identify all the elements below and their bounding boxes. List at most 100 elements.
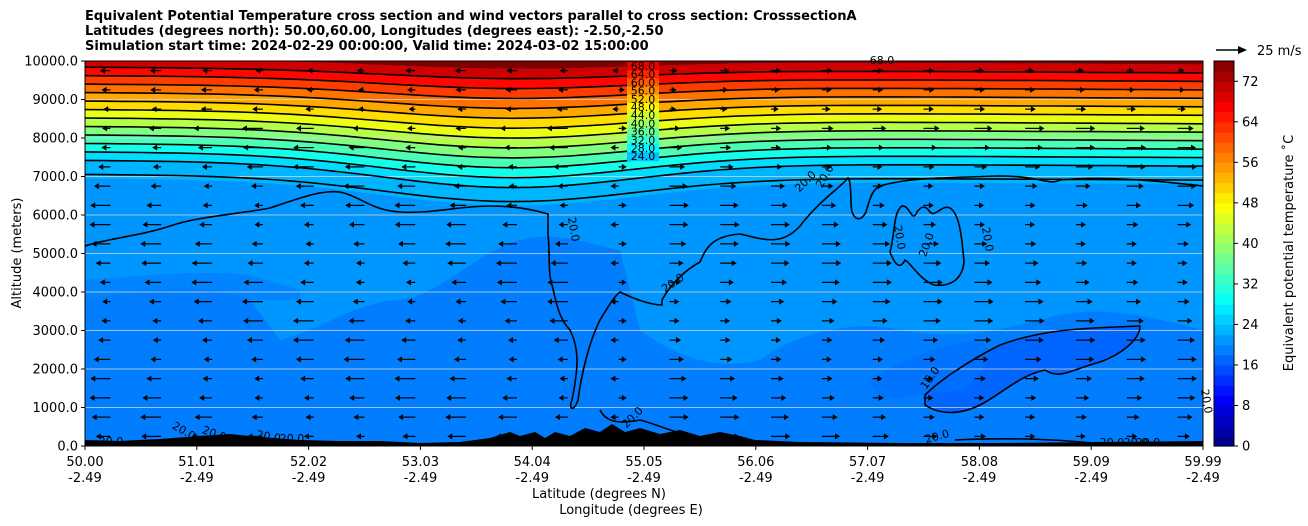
contour-20-right-bottom	[954, 438, 1101, 445]
wind-vector-head	[405, 317, 411, 324]
wind-vector-head	[784, 221, 790, 228]
wind-vector-head	[1187, 317, 1193, 324]
wind-vector-head	[1081, 221, 1087, 228]
wind-vector-head	[979, 183, 985, 190]
wind-vector-head	[394, 375, 400, 382]
wind-vector-head	[1138, 183, 1144, 190]
x-tick-lat: 50.00	[66, 455, 103, 470]
wind-vector-head	[505, 86, 511, 93]
wind-vector-head	[929, 414, 935, 421]
wind-vector-head	[98, 337, 104, 344]
wind-vector-head	[252, 106, 258, 113]
wind-vector-head	[929, 86, 935, 93]
wind-vector-head	[251, 240, 257, 247]
wind-vector-head	[782, 202, 788, 209]
colorbar-segment	[1214, 375, 1234, 386]
contour-label-bg	[627, 86, 659, 96]
wind-vector-head	[102, 125, 108, 132]
wind-vector-head	[934, 125, 940, 132]
wind-vector-head	[1191, 183, 1197, 190]
colorbar-tick-label: 40	[1242, 237, 1259, 252]
wind-vector-head	[152, 337, 158, 344]
wind-vector-head	[559, 67, 565, 74]
wind-vector-head	[1029, 67, 1034, 74]
wind-vector-head	[446, 221, 452, 228]
cold-region-2	[870, 340, 989, 400]
wind-vector-head	[681, 240, 687, 247]
wind-vector-head	[980, 221, 985, 228]
x-tick-lon: -2.49	[515, 471, 549, 486]
wind-vector-head	[829, 394, 835, 401]
wind-vector-head	[930, 356, 936, 363]
y-axis-label: Altitude (meters)	[10, 198, 25, 309]
wind-vector-head	[1038, 298, 1044, 305]
wind-vector-head	[243, 279, 249, 286]
wind-vector-head	[1191, 375, 1197, 382]
wind-vector-head	[826, 356, 832, 363]
contour-label: 20.0	[979, 226, 996, 252]
contour-label-bg	[627, 135, 659, 145]
wind-vector-head	[610, 414, 616, 421]
wind-vector-head	[1191, 356, 1197, 363]
contour-label-bg	[627, 70, 659, 80]
contour-label-bg	[627, 127, 659, 137]
wind-vector-head	[1087, 375, 1092, 382]
y-tick-label: 1000.0	[33, 401, 79, 416]
title-line-3: Simulation start time: 2024-02-29 00:00:…	[85, 39, 649, 54]
wind-vector-head	[1184, 433, 1190, 440]
wind-vector-head	[149, 67, 155, 74]
wind-vector-head	[621, 240, 627, 247]
wind-vector-head	[102, 298, 108, 305]
wind-vector-head	[150, 86, 156, 93]
wind-vector-head	[675, 279, 681, 286]
wind-vector-head	[1133, 279, 1139, 286]
wind-vector-head	[202, 375, 208, 382]
colorbar-tick-label: 24	[1242, 318, 1259, 333]
y-tick-label: 10000.0	[24, 55, 78, 70]
wind-vector-head	[1131, 106, 1136, 113]
wind-vector-head	[677, 144, 683, 151]
wind-vector-head	[496, 260, 501, 267]
wind-vector-head	[293, 144, 299, 151]
wind-vector-head	[986, 337, 992, 344]
wind-vector-head	[683, 414, 689, 421]
wind-vector-head	[502, 394, 508, 401]
wind-vector-head	[621, 356, 627, 363]
x-tick-lat: 51.01	[178, 455, 215, 470]
wind-vector-head	[454, 67, 460, 74]
wind-vector-head	[293, 317, 299, 324]
contour-label: 20.0	[1100, 436, 1125, 449]
colorbar-tick-label: 16	[1242, 358, 1259, 373]
wind-vector-head	[553, 163, 559, 170]
y-tick-label: 2000.0	[33, 363, 79, 378]
contour-label: 20.0	[891, 224, 908, 250]
contour-label: 56.0	[631, 85, 656, 98]
wind-vector-head	[558, 221, 564, 228]
wind-vector-head	[202, 67, 208, 74]
wind-vector-head	[553, 337, 559, 344]
wind-vector-head	[457, 106, 463, 113]
x-tick-lat: 52.02	[290, 455, 327, 470]
wind-vector-head	[300, 202, 306, 209]
wind-vector-head	[1132, 433, 1138, 440]
wind-vector-head	[352, 125, 358, 132]
wind-vector-head	[355, 279, 361, 286]
wind-vector-head	[932, 433, 938, 440]
wind-vector-head	[150, 183, 156, 190]
wind-vector-head	[1089, 317, 1095, 324]
wind-vector-head	[152, 163, 158, 170]
band-22	[85, 160, 1203, 206]
wind-vector-head	[357, 67, 362, 74]
x-tick-lat: 57.07	[849, 455, 886, 470]
x-tick-lon: -2.49	[1074, 471, 1108, 486]
wind-vector-head	[193, 125, 199, 132]
wind-vector-head	[191, 433, 197, 440]
wind-vector-head	[557, 183, 563, 190]
wind-vector-head	[1087, 298, 1093, 305]
x-tick-lon: -2.49	[292, 471, 326, 486]
wind-vector-head	[90, 375, 96, 382]
wind-vector-head	[1080, 433, 1086, 440]
wind-vector-head	[1192, 163, 1197, 170]
wind-vector-head	[101, 144, 107, 151]
wind-vector-head	[682, 433, 688, 440]
